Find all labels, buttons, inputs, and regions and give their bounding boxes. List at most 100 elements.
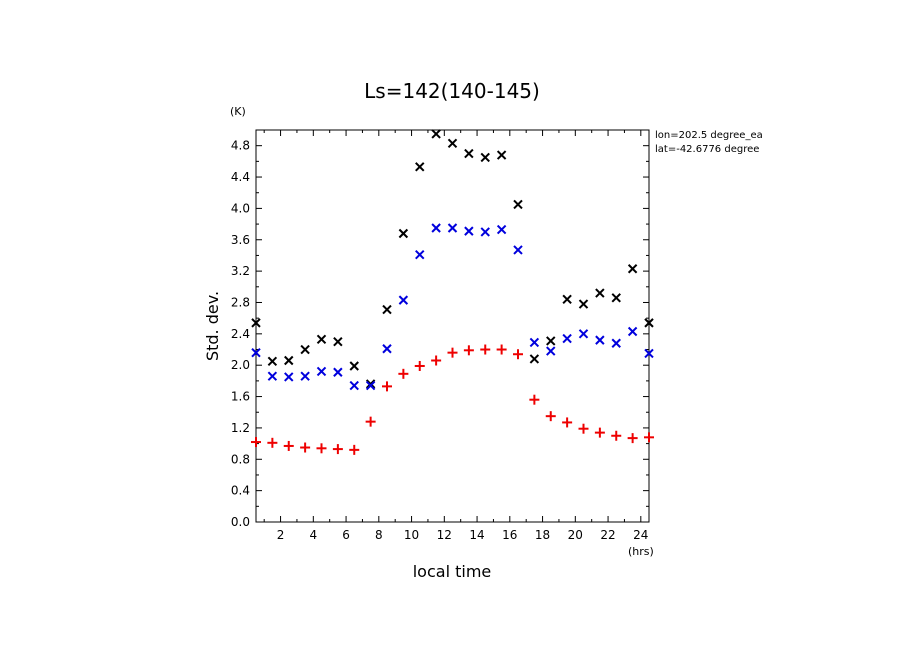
data-point [284,355,294,366]
data-point [546,346,556,356]
data-point [480,227,490,237]
x-axis-label: local time [413,562,492,581]
x-tick-label: 20 [568,528,583,542]
x-unit-label: (hrs) [628,545,654,558]
data-point [480,344,491,355]
data-point [545,411,556,422]
data-point [316,443,327,454]
data-point [594,427,605,438]
y-tick-label: 2.0 [231,358,250,372]
data-point [447,138,458,149]
data-point [284,372,294,382]
data-point [300,371,310,381]
data-point [578,299,589,309]
y-tick-label: 3.6 [231,233,250,247]
data-point [431,223,441,233]
data-point [300,442,311,453]
data-point [332,444,343,455]
data-point [529,394,540,405]
x-tick-label: 6 [342,528,350,542]
chart-title: Ls=142(140-145) [364,79,540,103]
data-point [382,304,392,315]
data-point [365,416,376,427]
x-tick-label: 10 [404,528,419,542]
data-point [251,347,261,358]
data-point [595,335,605,345]
data-point [382,381,392,392]
data-point [464,148,474,159]
data-point [398,368,409,379]
y-tick-label: 4.0 [231,201,250,215]
y-tick-label: 0.4 [231,484,250,498]
data-point [463,345,474,356]
x-tick-label: 12 [437,528,452,542]
data-point [513,349,523,360]
x-tick-label: 24 [633,528,648,542]
data-point [398,295,409,305]
data-point [627,433,638,444]
data-point [611,338,621,348]
data-point [300,344,310,355]
y-tick-label: 0.0 [231,515,250,529]
y-tick-label: 0.8 [231,452,250,466]
data-point [480,152,490,163]
data-point [644,318,654,328]
y-tick-label: 3.2 [231,264,250,278]
data-point [415,249,425,260]
data-point [283,440,294,451]
plot-frame [255,129,650,523]
data-point [611,293,621,303]
y-tick-label: 1.6 [231,390,250,404]
data-point [578,423,589,434]
data-point [349,361,359,371]
lon-annotation: lon=202.5 degree_ea [655,130,763,141]
lat-annotation: lat=-42.6776 degree [655,144,759,155]
data-point [578,329,589,339]
data-point [333,367,343,377]
x-tick-label: 16 [502,528,517,542]
x-tick-label: 22 [600,528,615,542]
data-point [644,348,654,359]
data-point [644,432,654,443]
data-point [513,245,523,255]
data-point [415,162,425,172]
x-tick-label: 4 [309,528,317,542]
data-point [611,430,622,441]
y-unit-label: (K) [230,105,246,118]
data-point [627,326,638,337]
data-point [496,344,507,355]
data-point [546,336,556,346]
x-tick-label: 18 [535,528,550,542]
data-point [513,199,523,210]
data-point [529,337,540,348]
data-point [627,264,638,274]
y-tick-label: 2.4 [231,327,250,341]
data-point [562,294,572,305]
y-axis-label: Std. dev. [203,291,222,361]
y-tick-label: 4.8 [231,139,250,153]
data-point [595,288,605,298]
data-point [464,226,474,236]
data-point [267,437,278,448]
y-tick-label: 4.4 [231,170,250,184]
data-point [316,366,327,377]
y-tick-label: 1.2 [231,421,250,435]
data-point [447,347,458,358]
y-tick-label: 2.8 [231,295,250,309]
data-point [365,380,376,391]
x-tick-label: 8 [375,528,383,542]
x-tick-label: 14 [469,528,484,542]
data-point [349,444,360,455]
data-point [562,417,573,428]
data-point [529,354,540,364]
data-point [496,224,507,235]
data-point [251,437,261,448]
data-point [349,380,359,391]
data-point [267,356,278,366]
data-point [267,371,278,381]
data-point [447,223,458,233]
data-point [431,355,442,366]
data-point [316,334,327,345]
data-point [398,228,409,239]
